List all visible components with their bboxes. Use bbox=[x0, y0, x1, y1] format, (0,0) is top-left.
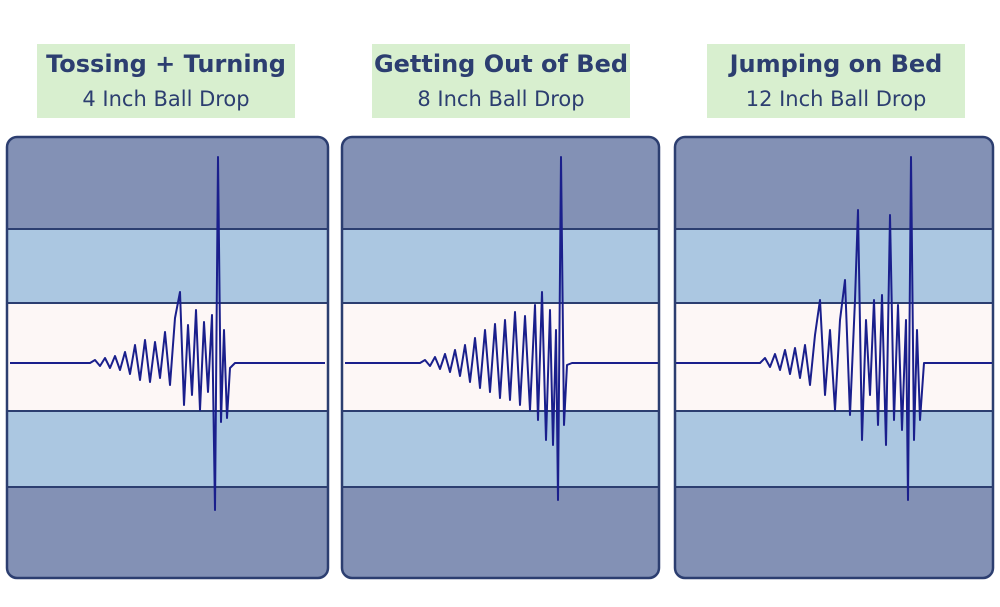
label-box bbox=[37, 44, 295, 118]
panel-frame bbox=[340, 135, 661, 580]
panel-title: Tossing + Turning bbox=[46, 50, 286, 78]
panel-subtitle: 12 Inch Ball Drop bbox=[746, 87, 927, 111]
panel-subtitle: 4 Inch Ball Drop bbox=[82, 87, 249, 111]
waveform bbox=[10, 156, 325, 511]
waveform bbox=[675, 156, 993, 501]
panel-title: Jumping on Bed bbox=[728, 50, 943, 78]
panel bbox=[675, 137, 993, 578]
label-box bbox=[372, 44, 630, 118]
panel bbox=[342, 137, 659, 578]
panel-subtitle: 8 Inch Ball Drop bbox=[417, 87, 584, 111]
panel-frame bbox=[673, 135, 995, 580]
panel bbox=[7, 137, 328, 578]
panel-title: Getting Out of Bed bbox=[374, 50, 628, 78]
panel-frame bbox=[5, 135, 330, 580]
waveform bbox=[345, 156, 659, 501]
label-box bbox=[707, 44, 965, 118]
